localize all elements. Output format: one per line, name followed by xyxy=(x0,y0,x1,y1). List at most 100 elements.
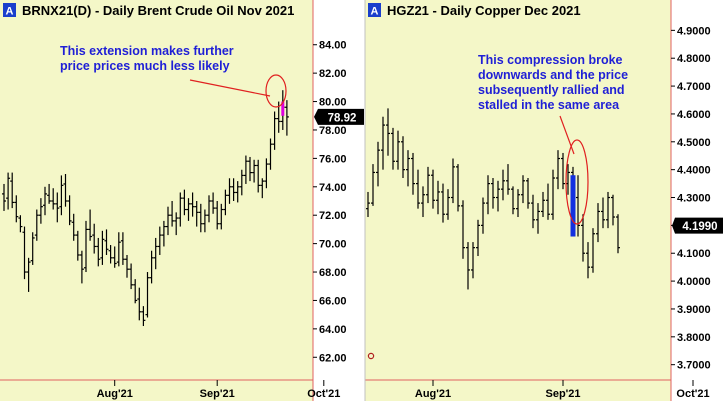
marker-circle xyxy=(367,352,375,360)
brent-panel: 62.00 64.00 66.00 68.00 70.00 72.00 74.00 76.00… xyxy=(0,0,365,401)
ohlc-bar xyxy=(235,181,240,203)
ohlc-bar xyxy=(34,209,39,241)
ohlc-bar xyxy=(22,226,27,280)
y-tick-label: 4.4000 xyxy=(677,165,711,177)
annotation-line: price prices much less likely xyxy=(60,59,230,73)
ohlc-bar xyxy=(561,152,565,190)
ohlc-bar xyxy=(170,201,175,227)
ohlc-bar xyxy=(145,272,150,318)
highlight-bar xyxy=(281,101,285,116)
highlight-bar xyxy=(570,175,576,237)
ohlc-bar xyxy=(215,201,220,230)
ohlc-bar xyxy=(491,178,495,209)
ohlc-bar xyxy=(63,174,68,207)
ohlc-bar xyxy=(264,158,269,189)
x-tick-label: Oct'21 xyxy=(307,388,340,400)
ohlc-bar xyxy=(231,178,236,201)
ohlc-bar xyxy=(366,191,370,218)
ohlc-bar xyxy=(606,191,610,229)
y-tick-label: 3.7000 xyxy=(677,360,711,372)
ohlc-bar xyxy=(456,164,460,212)
ohlc-bar xyxy=(581,214,585,262)
y-tick-label: 4.8000 xyxy=(677,53,711,65)
ohlc-bar xyxy=(51,188,56,210)
y-tick-label: 84.00 xyxy=(319,40,347,52)
y-tick-label: 4.9000 xyxy=(677,25,711,37)
price-axis-background xyxy=(313,0,365,401)
last-price-label: 78.92 xyxy=(328,112,357,124)
price-axis-background xyxy=(671,0,723,401)
ohlc-bar xyxy=(391,127,395,170)
ohlc-bar xyxy=(38,198,43,224)
ohlc-bar xyxy=(526,178,530,209)
chart-title: HGZ21 - Daily Copper Dec 2021 xyxy=(387,3,581,18)
x-tick-label: Sep'21 xyxy=(545,388,580,400)
ohlc-bar xyxy=(531,194,535,229)
x-tick-label: Sep'21 xyxy=(200,388,235,400)
ohlc-bar xyxy=(601,197,605,229)
ohlc-bar xyxy=(129,263,134,290)
ohlc-bar xyxy=(2,183,6,211)
last-price-box xyxy=(314,108,364,125)
ohlc-bar xyxy=(441,183,445,223)
x-tick-label: Oct'21 xyxy=(676,388,709,400)
badge xyxy=(368,3,381,17)
ohlc-bar xyxy=(92,223,97,254)
highlight-ellipse xyxy=(265,74,287,108)
ohlc-bar xyxy=(174,212,179,236)
y-tick-label: 74.00 xyxy=(319,182,347,194)
ohlc-bar xyxy=(284,100,289,136)
ohlc-bar xyxy=(486,175,490,215)
ohlc-bar xyxy=(186,198,191,221)
y-tick-label: 70.00 xyxy=(319,239,347,251)
y-tick-label: 4.7000 xyxy=(677,81,711,93)
ohlc-bar xyxy=(406,150,410,187)
ohlc-bar xyxy=(446,189,450,220)
ohlc-bar xyxy=(166,206,170,236)
ohlc-bar xyxy=(611,194,615,226)
annotation-line: This compression broke xyxy=(478,53,623,67)
y-tick-label: 4.1000 xyxy=(677,248,711,260)
ohlc-bar xyxy=(112,246,117,268)
x-tick-label: Aug'21 xyxy=(415,388,451,400)
y-tick-label: 62.00 xyxy=(319,352,347,364)
ohlc-bar xyxy=(194,201,199,227)
ohlc-bar xyxy=(256,159,261,193)
ohlc-bar xyxy=(272,111,277,150)
ohlc-bar xyxy=(268,138,273,170)
annotation-line: This extension makes further xyxy=(60,44,234,58)
y-tick-label: 76.00 xyxy=(319,153,347,165)
ohlc-bar xyxy=(461,200,465,259)
ohlc-bar xyxy=(137,287,142,321)
ohlc-bar xyxy=(55,192,60,223)
ohlc-bar xyxy=(586,242,590,279)
ohlc-bar xyxy=(421,186,425,218)
ohlc-bar xyxy=(451,158,455,204)
ohlc-bar xyxy=(376,141,380,187)
annotation-line: stalled in the same area xyxy=(478,98,620,112)
y-tick-label: 78.00 xyxy=(319,125,347,137)
ohlc-bar xyxy=(141,306,146,327)
ohlc-bar xyxy=(26,257,31,292)
ohlc-bar xyxy=(243,155,248,184)
ohlc-bar xyxy=(556,150,560,190)
ohlc-bar xyxy=(100,230,105,265)
ohlc-bar xyxy=(202,209,207,233)
last-price-label: 4.1990 xyxy=(682,221,717,233)
last-price-box xyxy=(672,217,723,234)
ohlc-bar xyxy=(125,254,129,278)
annotation-line: subsequently rallied and xyxy=(478,83,625,97)
y-tick-label: 4.5000 xyxy=(677,137,711,149)
y-tick-label: 4.0000 xyxy=(677,276,711,288)
ohlc-bar xyxy=(411,152,415,195)
ohlc-bar xyxy=(207,195,211,223)
ohlc-bar xyxy=(396,130,400,170)
y-tick-label: 68.00 xyxy=(319,267,347,279)
ohlc-bar xyxy=(84,220,88,273)
ohlc-bar xyxy=(496,180,500,212)
ohlc-bar xyxy=(541,191,545,218)
ohlc-bar xyxy=(30,232,35,265)
ohlc-bar xyxy=(516,189,520,218)
